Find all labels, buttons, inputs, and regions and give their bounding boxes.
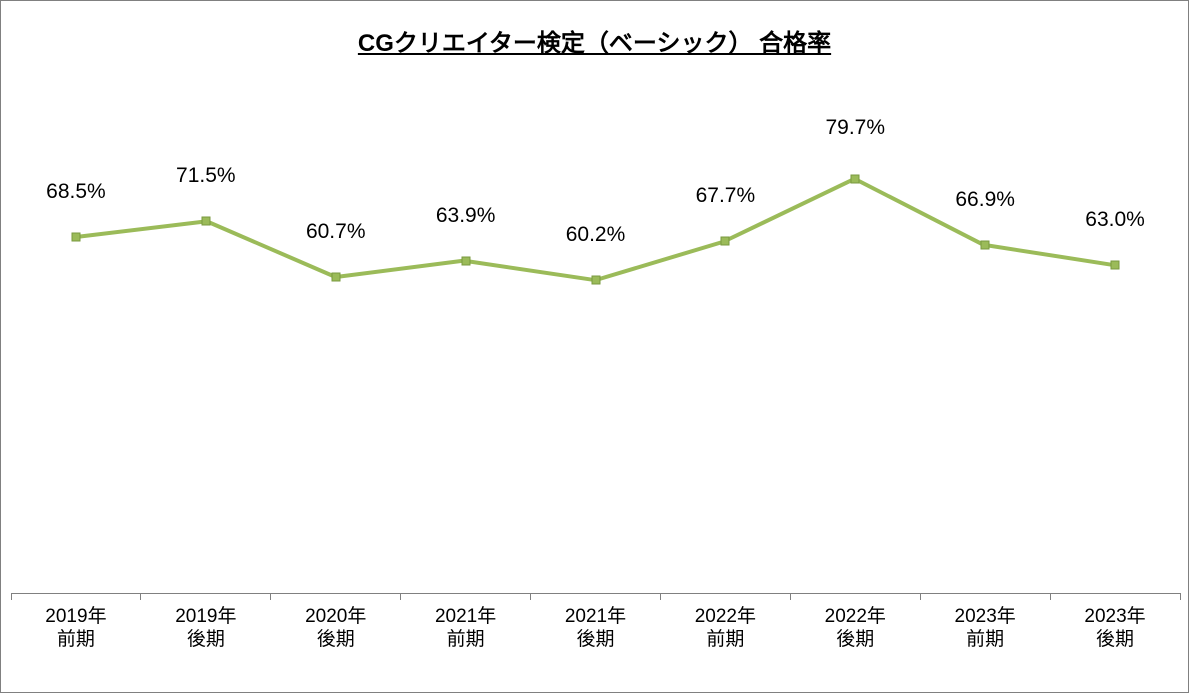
line-segment xyxy=(465,259,595,282)
line-segment xyxy=(76,219,206,239)
data-marker xyxy=(721,236,730,245)
data-marker xyxy=(591,275,600,284)
chart-title: CGクリエイター検定（ベーシック） 合格率 xyxy=(358,23,831,58)
data-label: 60.7% xyxy=(306,220,366,244)
x-axis-label: 2022年後期 xyxy=(825,606,886,652)
x-axis-tick xyxy=(920,593,921,600)
x-axis-tick xyxy=(140,593,141,600)
x-axis-tick xyxy=(400,593,401,600)
x-axis-line xyxy=(11,593,1180,594)
x-axis-tick xyxy=(270,593,271,600)
data-label: 68.5% xyxy=(46,180,106,204)
x-axis-label: 2021年前期 xyxy=(435,606,496,652)
data-marker xyxy=(1111,261,1120,270)
data-marker xyxy=(71,232,80,241)
x-axis-label: 2023年前期 xyxy=(955,606,1016,652)
line-segment xyxy=(335,259,465,280)
data-marker xyxy=(981,241,990,250)
x-axis-label: 2021年後期 xyxy=(565,606,626,652)
x-axis-tick xyxy=(1050,593,1051,600)
data-label: 67.7% xyxy=(696,184,756,208)
data-label: 71.5% xyxy=(176,164,236,188)
data-marker xyxy=(851,174,860,183)
x-axis-tick xyxy=(1180,593,1181,600)
x-axis-tick xyxy=(11,593,12,600)
data-label: 63.0% xyxy=(1085,208,1145,232)
data-marker xyxy=(461,256,470,265)
x-axis-label: 2020年後期 xyxy=(305,606,366,652)
x-axis-tick xyxy=(660,593,661,600)
data-marker xyxy=(201,217,210,226)
data-label: 66.9% xyxy=(955,188,1015,212)
data-label: 60.2% xyxy=(566,223,626,247)
x-axis-label: 2023年後期 xyxy=(1084,606,1145,652)
x-axis-label: 2019年前期 xyxy=(45,606,106,652)
data-label: 63.9% xyxy=(436,204,496,228)
x-axis-label: 2022年前期 xyxy=(695,606,756,652)
x-axis-label: 2019年後期 xyxy=(175,606,236,652)
chart-container: CGクリエイター検定（ベーシック） 合格率 2019年前期 2019年後期 2020年… xyxy=(0,0,1189,693)
data-label: 79.7% xyxy=(825,116,885,140)
x-axis-tick xyxy=(530,593,531,600)
line-segment xyxy=(985,243,1115,267)
data-marker xyxy=(331,273,340,282)
x-axis-tick xyxy=(790,593,791,600)
